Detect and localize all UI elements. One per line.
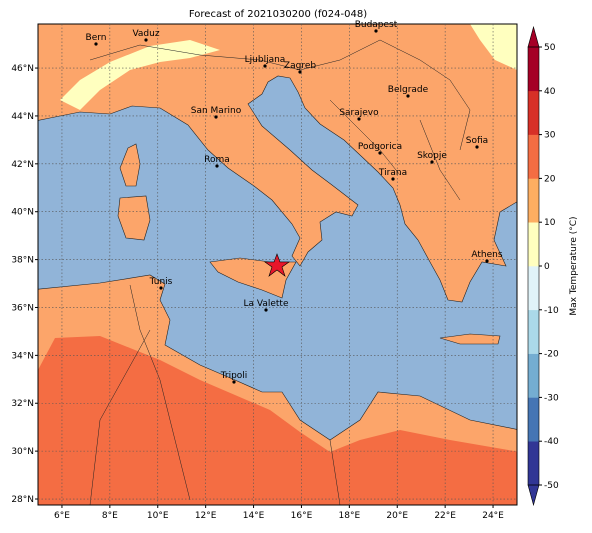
lon-tick-label: 14°E — [243, 511, 265, 521]
forecast-location-star — [264, 253, 290, 277]
colorbar-tick-label: 20 — [544, 174, 556, 184]
city-label: Sarajevo — [339, 108, 379, 118]
lon-tick-label: 20°E — [386, 511, 408, 521]
lat-tick-label: 40°N — [11, 208, 34, 218]
city-marker — [159, 286, 163, 290]
colorbar-tick-label: 40 — [544, 87, 556, 97]
colorbar-band — [528, 309, 539, 354]
city-label: Podgorica — [358, 142, 402, 152]
colorbar-extend-high — [527, 25, 540, 48]
colorbar-band — [528, 134, 539, 179]
city-label: Tripoli — [220, 371, 248, 381]
lat-tick-label: 28°N — [11, 495, 34, 505]
city-label: Roma — [204, 155, 230, 165]
lon-tick-label: 22°E — [434, 511, 456, 521]
lat-tick-label: 34°N — [11, 351, 34, 361]
city-label: Zagreb — [284, 61, 316, 71]
colorbar-extend-low — [527, 484, 540, 507]
colorbar-band — [528, 397, 539, 442]
city-marker — [94, 42, 98, 46]
colorbar-band — [528, 90, 539, 135]
sardinia — [117, 195, 151, 241]
city-marker — [144, 38, 148, 42]
city-label: Sofia — [466, 136, 488, 146]
colorbar-band — [528, 47, 539, 92]
colorbar-tick-label: 10 — [544, 218, 556, 228]
corsica — [119, 143, 141, 187]
north-cool — [470, 24, 517, 70]
lat-tick-label: 46°N — [11, 64, 34, 74]
city-label: Budapest — [355, 20, 398, 30]
colorbar-band — [528, 441, 539, 486]
colorbar-tick-label: 0 — [544, 262, 550, 272]
colorbar-tick-label: 30 — [544, 131, 556, 141]
colorbar-tick-label: -30 — [544, 393, 559, 403]
city-label: Bern — [86, 33, 107, 43]
city-label: Vaduz — [132, 29, 159, 39]
colorbar-tick-label: -50 — [544, 481, 559, 491]
city-label: La Valette — [244, 299, 289, 309]
city-marker — [475, 145, 479, 149]
city-marker — [406, 94, 410, 98]
city-label: Skopje — [417, 151, 447, 161]
country-borders — [89, 39, 471, 505]
lon-tick-label: 18°E — [339, 511, 361, 521]
title: Forecast of 2021030200 (f024-048) — [189, 9, 367, 20]
city-marker — [357, 117, 361, 121]
city-marker — [215, 164, 219, 168]
city-marker — [374, 29, 378, 33]
city-marker — [391, 177, 395, 181]
lat-tick-label: 30°N — [11, 447, 34, 457]
city-label: Tirana — [378, 168, 407, 178]
colorbar-band — [528, 353, 539, 398]
colorbar-band — [528, 178, 539, 223]
lon-tick-label: 8°E — [102, 511, 118, 521]
colorbar-tick-label: -40 — [544, 437, 559, 447]
lon-tick-label: 6°E — [54, 511, 70, 521]
lat-tick-label: 42°N — [11, 160, 34, 170]
alps-cool — [60, 40, 220, 110]
colorbar-tick-label: -10 — [544, 306, 559, 316]
colorbar-band — [528, 266, 539, 311]
map-frame — [37, 23, 518, 506]
city-label: Ljubljana — [245, 55, 286, 65]
city-label: Belgrade — [388, 85, 429, 95]
colorbar-band — [528, 222, 539, 267]
city-marker — [430, 160, 434, 164]
city-label: San Marino — [191, 106, 242, 116]
colorbar-tick-label: 50 — [544, 43, 556, 53]
city-marker — [263, 64, 267, 68]
lat-tick-label: 38°N — [11, 256, 34, 266]
city-marker — [264, 308, 268, 312]
city-marker — [232, 380, 236, 384]
city-label: Tunis — [149, 277, 173, 287]
lat-tick-label: 36°N — [11, 303, 34, 313]
colorbar-tick-label: -20 — [544, 350, 559, 360]
city-marker — [298, 70, 302, 74]
lon-tick-label: 10°E — [147, 511, 169, 521]
lon-tick-label: 24°E — [482, 511, 504, 521]
city-marker — [214, 115, 218, 119]
city-label: Athens — [471, 250, 502, 260]
lat-tick-label: 32°N — [11, 399, 34, 409]
city-marker — [378, 151, 382, 155]
map-area — [38, 24, 517, 505]
crete — [439, 333, 501, 345]
lat-tick-label: 44°N — [11, 112, 34, 122]
colorbar-label: Max Temperature (°C) — [569, 216, 579, 315]
europe-land — [38, 24, 517, 303]
lon-tick-label: 12°E — [195, 511, 217, 521]
lon-tick-label: 16°E — [291, 511, 313, 521]
city-marker — [485, 259, 489, 263]
